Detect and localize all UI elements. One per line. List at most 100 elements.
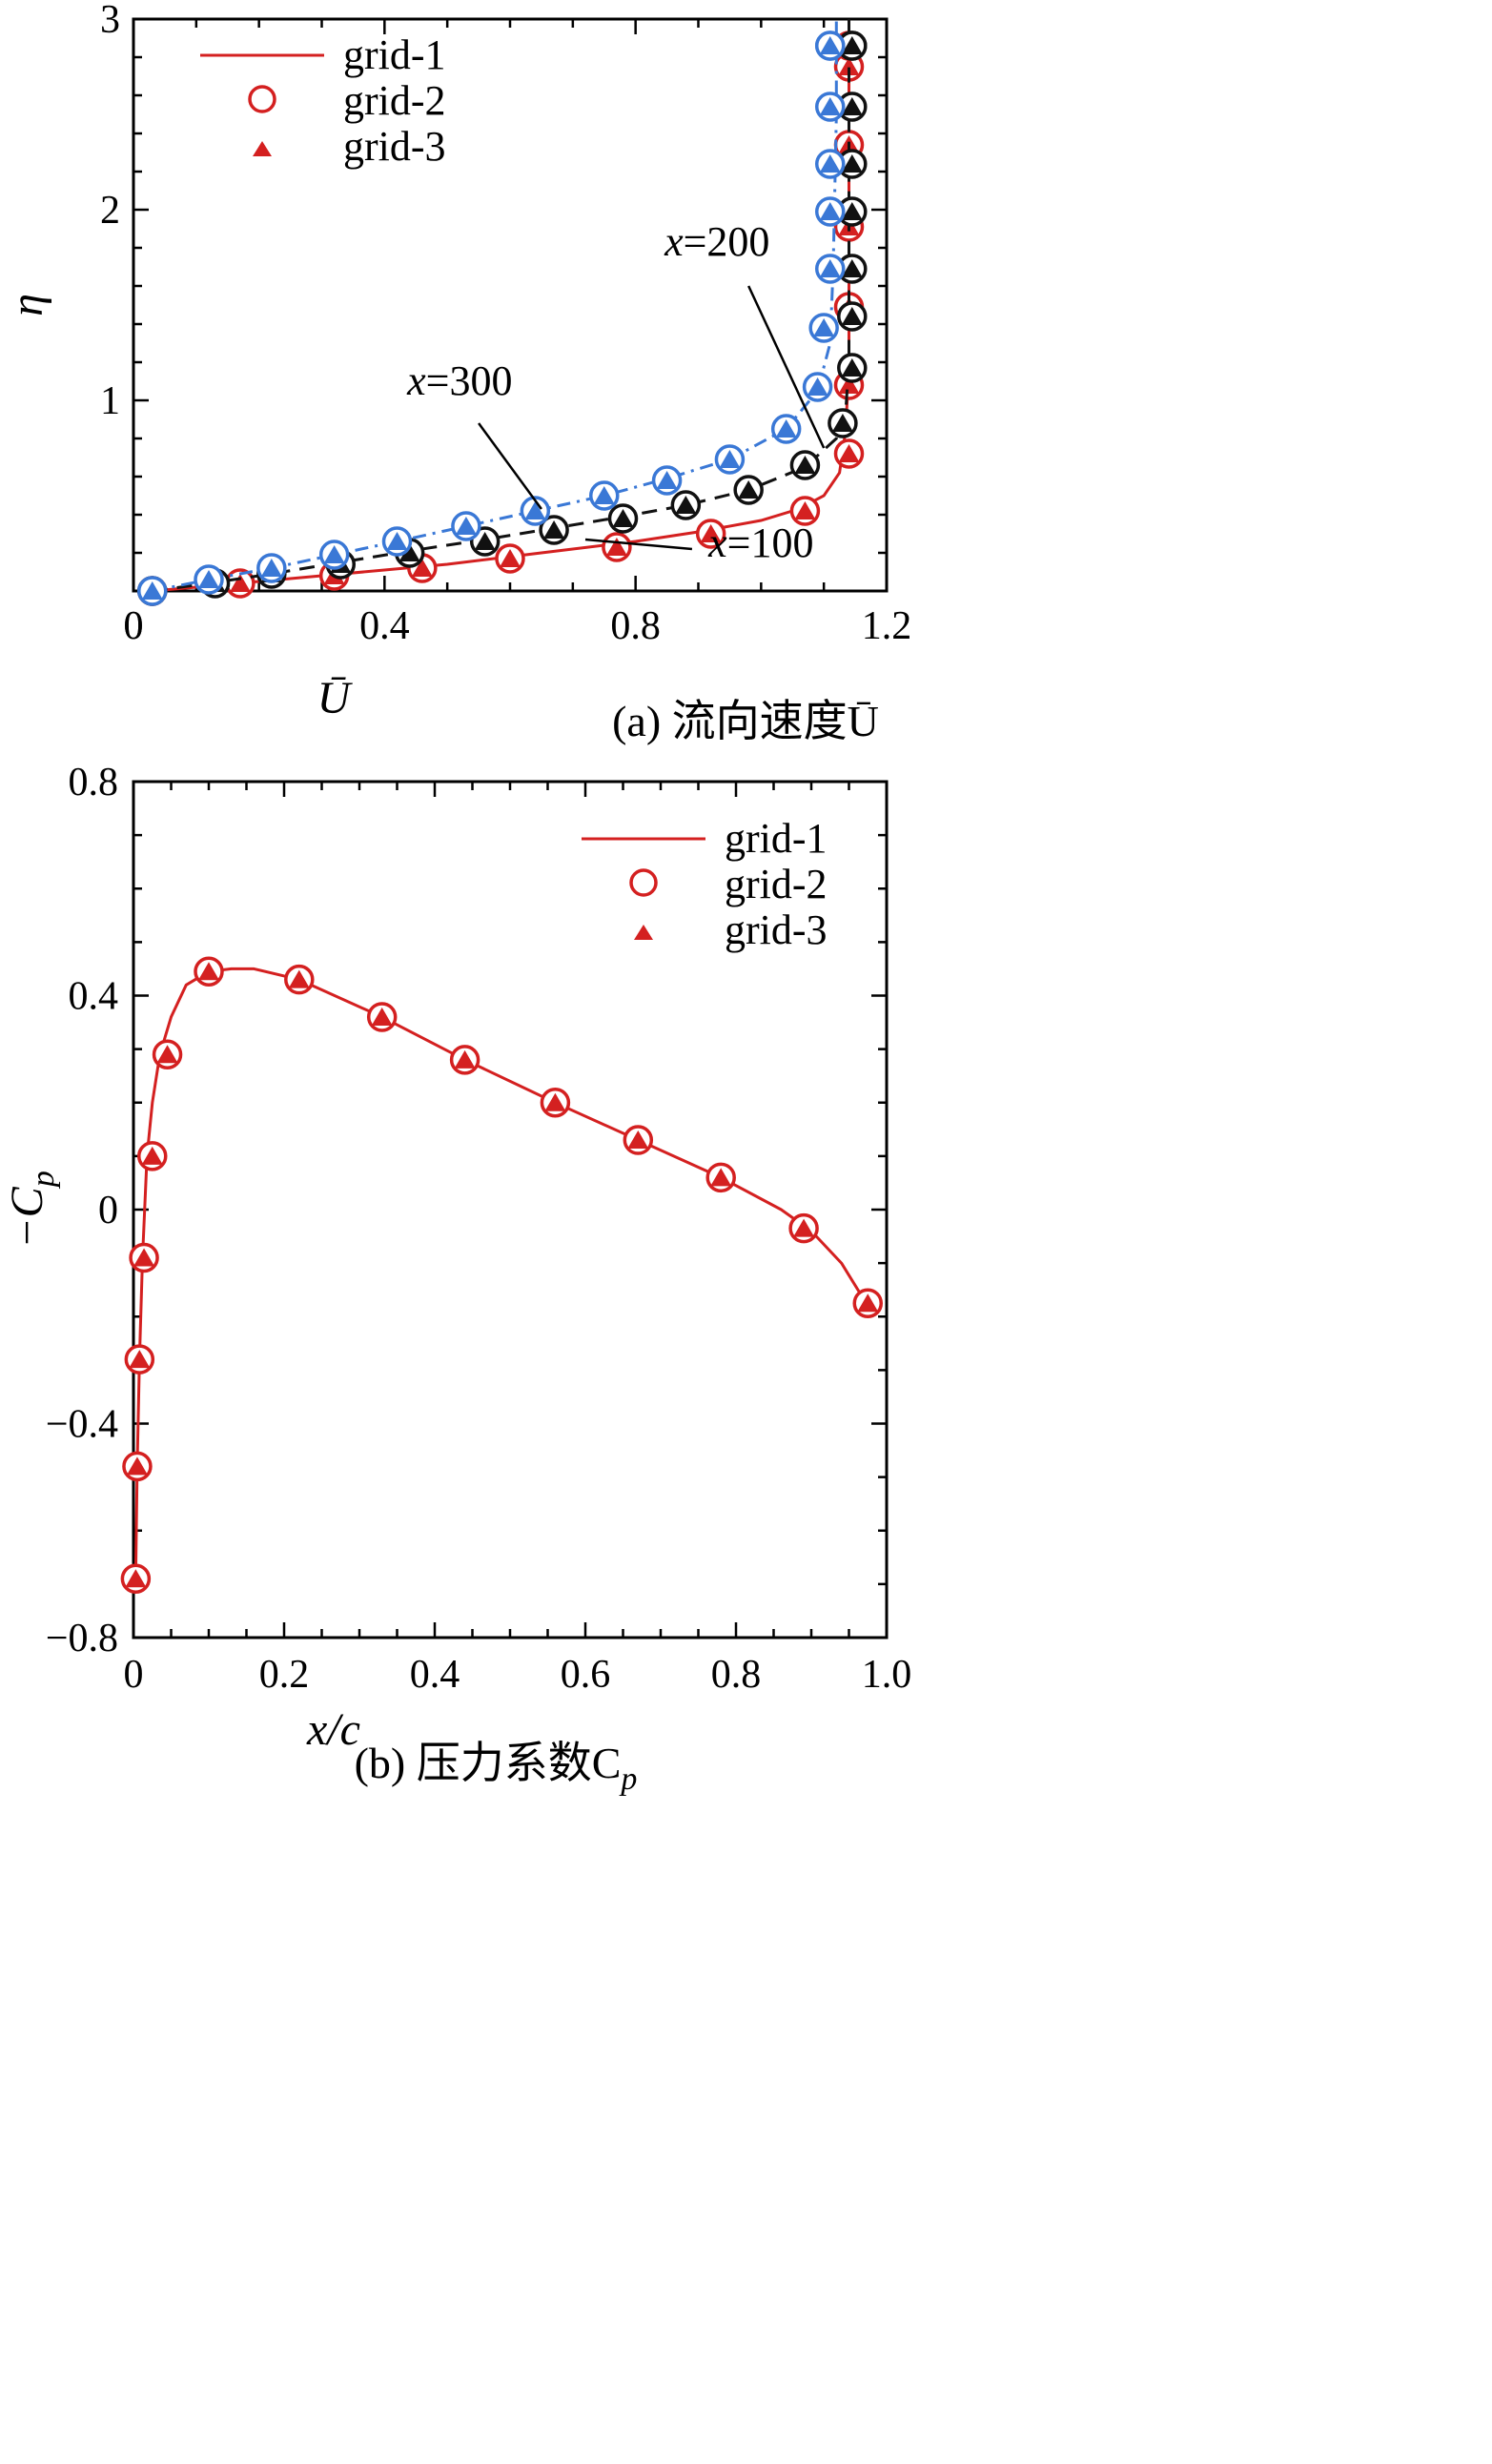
data-point	[137, 1141, 168, 1171]
legend-entry: grid-3	[725, 906, 828, 953]
grid-3-triangle-marker	[710, 1168, 732, 1187]
annotation-variable: x	[406, 357, 426, 404]
data-point	[623, 1125, 654, 1155]
data-point	[733, 475, 764, 505]
data-point	[366, 1002, 398, 1032]
data-point	[469, 526, 501, 557]
x-tick-label: 0	[124, 604, 144, 648]
data-point	[837, 353, 868, 383]
y-tick-label: 2	[100, 189, 120, 233]
data-point	[318, 540, 350, 570]
grid-3-triangle-marker	[371, 1007, 393, 1026]
grid-3-triangle-marker	[627, 1130, 649, 1150]
grid-3-triangle-marker	[129, 1350, 151, 1369]
x-tick-label: 1.2	[862, 604, 912, 648]
x-tick-label: 0.6	[561, 1653, 611, 1697]
grid-3-triangle-marker	[838, 444, 860, 462]
grid-3-triangle-marker	[819, 259, 841, 277]
data-point	[152, 1039, 183, 1069]
annotation-1: x=200	[664, 218, 826, 449]
data-point	[788, 1212, 819, 1244]
data-point	[815, 92, 846, 122]
grid-3-triangle-marker	[386, 532, 408, 550]
legend-circle-swatch	[629, 868, 658, 897]
grid-3-triangle-marker	[500, 549, 521, 567]
data-point	[695, 519, 726, 549]
data-point	[714, 444, 746, 475]
annotation-value: =200	[684, 218, 770, 265]
grid-3-triangle-marker	[198, 962, 219, 981]
legend-entry: grid-1	[725, 815, 828, 862]
grid-3-triangle-marker	[612, 509, 634, 527]
legend-entry: grid-3	[343, 123, 446, 170]
data-point	[194, 564, 224, 595]
grid-3-triangle-marker	[543, 520, 565, 539]
grid-3-triangle-marker	[544, 1092, 566, 1111]
grid-3-triangle-marker	[455, 517, 477, 535]
grid-3-triangle-marker	[841, 36, 863, 54]
grid-3-triangle-marker	[794, 456, 816, 474]
grid-3-triangle-marker	[126, 1456, 148, 1476]
grid-3-triangle-marker	[656, 471, 678, 489]
grid-3-triangle-marker	[794, 501, 816, 519]
data-point	[705, 1162, 736, 1193]
grid-3-triangle-marker	[841, 358, 863, 377]
series-x-200	[137, 19, 868, 606]
data-point	[451, 511, 481, 541]
grid-3-triangle-marker	[819, 202, 841, 220]
grid-3-triangle-marker	[819, 97, 841, 115]
data-point	[520, 496, 551, 526]
data-point	[194, 956, 224, 987]
grid-3-triangle-marker	[524, 501, 546, 519]
data-point	[670, 490, 702, 520]
grid-3-triangle-marker	[454, 1049, 476, 1069]
x-tick-label: 1.0	[862, 1653, 912, 1697]
y-axis-label-main: −C	[2, 1186, 52, 1248]
panel-b-caption: (b) 压力系数Cp	[355, 1739, 638, 1797]
grid-3-triangle-marker	[323, 545, 345, 563]
annotation-0: x=100	[584, 519, 814, 566]
data-point	[120, 1563, 152, 1595]
grid-3-triangle-marker	[838, 376, 860, 394]
grid-3-triangle-marker	[474, 532, 496, 550]
data-point	[129, 1242, 159, 1273]
grid-3-triangle-marker	[841, 154, 863, 173]
legend-entry: grid-2	[343, 77, 446, 124]
data-point	[852, 1288, 883, 1318]
data-point	[607, 503, 639, 534]
data-point	[802, 372, 833, 402]
data-point	[381, 526, 413, 557]
series-line	[152, 19, 838, 593]
grid-3-triangle-marker	[819, 36, 841, 54]
series-line	[133, 967, 869, 1574]
grid-3-triangle-marker	[198, 570, 219, 588]
data-point	[589, 480, 620, 511]
annotation-label: x=100	[707, 519, 813, 566]
annotation-variable: x	[664, 218, 684, 265]
x-tick-label: 0.4	[359, 604, 410, 648]
annotation-label: x=300	[406, 357, 512, 404]
data-point	[837, 254, 868, 284]
data-point	[540, 1088, 571, 1118]
grid-3-triangle-marker	[260, 559, 282, 577]
data-point	[256, 553, 287, 583]
annotation-label: x=200	[664, 218, 769, 265]
x-tick-label: 0.8	[711, 1653, 762, 1697]
annotation-value: =100	[727, 519, 814, 566]
grid-3-triangle-marker	[700, 524, 722, 542]
data-point	[837, 149, 868, 179]
x-tick-label-origin: 0	[124, 604, 144, 648]
x-tick-label: 0.8	[610, 604, 661, 648]
x-axis-label: x/c	[306, 1704, 360, 1755]
grid-3-triangle-marker	[841, 97, 863, 115]
legend-entry: grid-2	[725, 861, 828, 907]
data-point	[789, 496, 821, 526]
data-point	[815, 254, 846, 284]
y-tick-label: −0.4	[46, 1403, 118, 1447]
grid-3-triangle-marker	[738, 480, 760, 499]
annotation-variable: x	[707, 519, 727, 566]
